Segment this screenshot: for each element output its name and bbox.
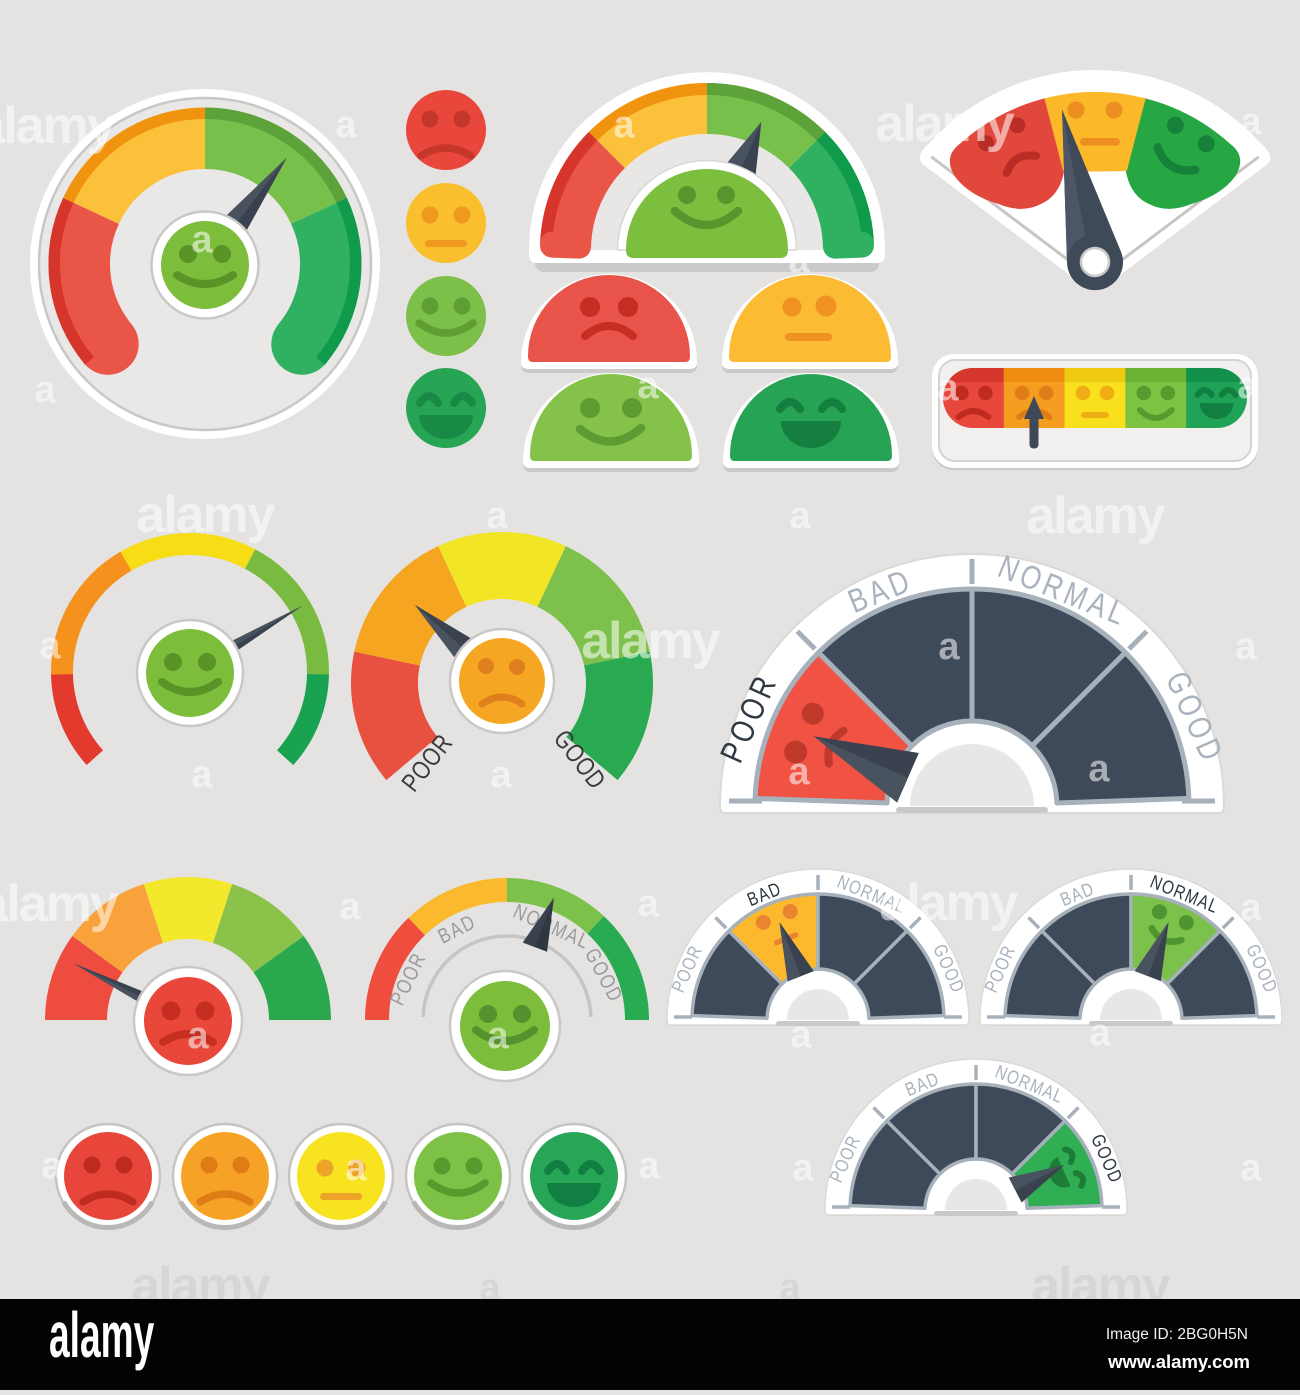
svg-text:a: a <box>479 1267 501 1309</box>
svg-text:a: a <box>938 626 960 668</box>
svg-text:a: a <box>490 754 512 796</box>
svg-text:a: a <box>613 104 635 146</box>
svg-text:alamy: alamy <box>879 874 1019 932</box>
svg-text:a: a <box>486 495 508 537</box>
svg-text:a: a <box>637 883 659 925</box>
svg-text:a: a <box>1088 748 1110 790</box>
svg-text:a: a <box>1240 1147 1262 1189</box>
svg-text:a: a <box>792 1147 814 1189</box>
svg-text:a: a <box>39 625 61 667</box>
svg-text:a: a <box>191 754 213 796</box>
svg-text:alamy: alamy <box>49 1301 154 1372</box>
svg-text:Image ID: 2BG0H5N: Image ID: 2BG0H5N <box>1106 1326 1248 1343</box>
svg-text:alamy: alamy <box>1026 487 1166 545</box>
svg-text:a: a <box>187 1015 209 1057</box>
svg-text:a: a <box>779 1267 801 1309</box>
svg-text:alamy: alamy <box>136 486 276 544</box>
svg-text:a: a <box>41 1145 63 1187</box>
svg-text:a: a <box>1089 1012 1111 1054</box>
svg-text:a: a <box>1240 887 1262 929</box>
svg-text:a: a <box>1235 626 1257 668</box>
svg-text:alamy: alamy <box>581 612 721 670</box>
svg-text:a: a <box>637 365 659 407</box>
svg-text:alamy: alamy <box>875 95 1015 153</box>
svg-text:www.alamy.com: www.alamy.com <box>1107 1351 1250 1372</box>
svg-text:a: a <box>1237 365 1259 407</box>
svg-text:a: a <box>1240 101 1262 143</box>
svg-text:a: a <box>790 1014 812 1056</box>
svg-text:a: a <box>789 495 811 537</box>
svg-text:a: a <box>335 104 357 146</box>
svg-text:a: a <box>191 219 213 261</box>
svg-text:alamy: alamy <box>0 97 116 155</box>
svg-text:a: a <box>937 367 959 409</box>
svg-text:alamy: alamy <box>0 875 119 933</box>
svg-text:a: a <box>487 1015 509 1057</box>
svg-text:a: a <box>345 1147 367 1189</box>
svg-text:a: a <box>34 369 56 411</box>
svg-text:a: a <box>638 1145 660 1187</box>
svg-text:a: a <box>788 239 810 281</box>
svg-text:a: a <box>339 886 361 928</box>
svg-text:a: a <box>788 751 810 793</box>
